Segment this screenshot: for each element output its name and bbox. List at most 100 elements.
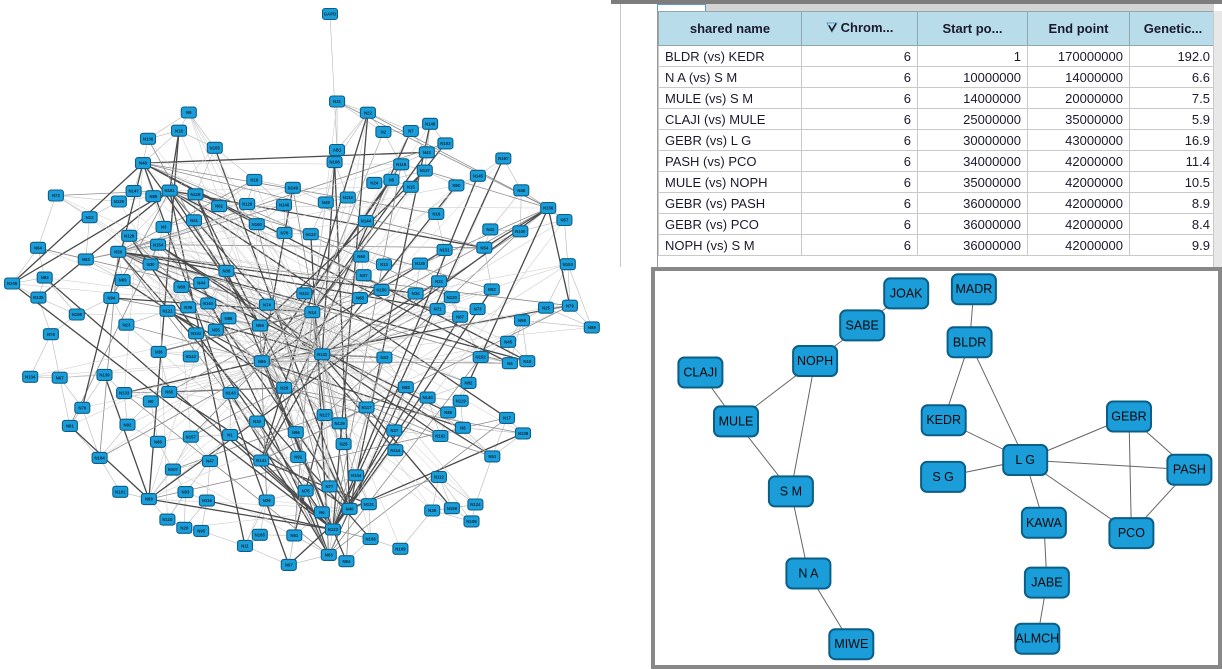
svg-text:N43: N43 — [423, 150, 431, 155]
svg-text:N149: N149 — [288, 185, 299, 190]
svg-text:N5: N5 — [389, 177, 395, 182]
svg-text:N155: N155 — [210, 145, 221, 150]
svg-text:N15: N15 — [407, 184, 415, 189]
svg-text:N72: N72 — [52, 193, 60, 198]
svg-text:N56: N56 — [256, 323, 264, 328]
svg-text:N64: N64 — [34, 245, 42, 250]
svg-text:N101: N101 — [115, 489, 126, 494]
svg-text:N108: N108 — [466, 519, 477, 524]
svg-text:PASH: PASH — [1173, 463, 1206, 477]
svg-text:N94: N94 — [107, 296, 115, 301]
svg-text:N62: N62 — [215, 204, 223, 209]
svg-text:N74: N74 — [263, 302, 271, 307]
svg-text:N82: N82 — [465, 381, 473, 386]
svg-text:N144: N144 — [361, 219, 372, 224]
svg-text:N41: N41 — [190, 218, 198, 223]
svg-text:N40: N40 — [346, 507, 354, 512]
svg-text:N160: N160 — [252, 222, 263, 227]
svg-text:N123: N123 — [328, 527, 339, 532]
svg-text:N151: N151 — [439, 248, 450, 253]
svg-text:N99: N99 — [145, 497, 153, 502]
svg-text:N140: N140 — [422, 395, 433, 400]
svg-text:N167: N167 — [498, 156, 509, 161]
svg-text:N6: N6 — [319, 510, 325, 515]
svg-text:N48: N48 — [139, 161, 147, 166]
svg-text:N73: N73 — [474, 307, 482, 312]
svg-text:N159: N159 — [447, 506, 458, 511]
svg-text:N115: N115 — [396, 162, 407, 167]
svg-text:N63: N63 — [325, 553, 333, 558]
svg-text:N147: N147 — [128, 189, 139, 194]
svg-text:N20: N20 — [180, 525, 188, 530]
svg-text:N13: N13 — [380, 262, 388, 267]
svg-text:N166: N166 — [365, 537, 376, 542]
svg-text:N120: N120 — [447, 295, 458, 300]
svg-text:N80: N80 — [444, 410, 452, 415]
svg-text:N112: N112 — [434, 475, 445, 480]
svg-text:KAWA: KAWA — [1026, 516, 1063, 530]
svg-text:N164: N164 — [94, 456, 105, 461]
svg-text:N87: N87 — [456, 314, 464, 319]
svg-text:N32: N32 — [253, 419, 261, 424]
svg-text:N75: N75 — [302, 488, 310, 493]
svg-text:N38: N38 — [222, 269, 230, 274]
svg-text:N76: N76 — [281, 231, 289, 236]
svg-text:N58: N58 — [402, 385, 410, 390]
svg-text:N26: N26 — [280, 385, 288, 390]
svg-text:N1: N1 — [227, 433, 233, 438]
svg-text:N2: N2 — [381, 130, 387, 135]
svg-text:GAPD: GAPD — [324, 12, 336, 17]
svg-text:N85: N85 — [149, 194, 157, 199]
svg-text:N57: N57 — [560, 218, 568, 223]
svg-text:N156: N156 — [543, 206, 554, 211]
svg-text:N129: N129 — [334, 421, 345, 426]
svg-text:N130: N130 — [415, 261, 426, 266]
svg-text:N134: N134 — [25, 374, 36, 379]
svg-text:N66: N66 — [258, 359, 266, 364]
svg-text:N161: N161 — [165, 188, 176, 193]
svg-text:N113: N113 — [343, 195, 354, 200]
svg-text:BLDR: BLDR — [953, 335, 986, 349]
svg-text:N42: N42 — [486, 227, 494, 232]
svg-text:N44: N44 — [197, 281, 205, 286]
svg-text:N133: N133 — [119, 391, 130, 396]
svg-text:MULE: MULE — [719, 414, 754, 428]
svg-text:N29: N29 — [263, 498, 271, 503]
svg-text:KEDR: KEDR — [926, 413, 961, 427]
svg-text:N61: N61 — [290, 533, 298, 538]
svg-text:N16: N16 — [432, 212, 440, 217]
svg-text:N34: N34 — [412, 291, 420, 296]
svg-text:N95: N95 — [197, 529, 205, 534]
svg-text:N7: N7 — [408, 129, 414, 134]
svg-text:S M: S M — [780, 484, 802, 498]
svg-text:N106: N106 — [329, 160, 340, 165]
svg-text:N77: N77 — [326, 484, 334, 489]
svg-text:N27: N27 — [390, 428, 398, 433]
svg-text:N12: N12 — [86, 215, 94, 220]
svg-text:N114: N114 — [390, 448, 401, 453]
svg-text:N158: N158 — [72, 312, 83, 317]
svg-text:N83: N83 — [41, 275, 49, 280]
svg-text:N88: N88 — [225, 316, 233, 321]
svg-text:N4: N4 — [507, 361, 513, 366]
svg-text:N39: N39 — [184, 305, 192, 310]
svg-text:N102: N102 — [191, 331, 202, 336]
svg-text:N24: N24 — [370, 181, 378, 186]
svg-text:N162: N162 — [435, 434, 446, 439]
svg-text:N150: N150 — [376, 288, 387, 293]
svg-text:N37: N37 — [360, 273, 368, 278]
svg-text:N116: N116 — [202, 498, 213, 503]
svg-text:N148: N148 — [425, 121, 436, 126]
svg-text:N51: N51 — [488, 454, 496, 459]
svg-text:NOPH: NOPH — [797, 354, 833, 368]
svg-text:N111: N111 — [299, 291, 309, 296]
svg-text:S G: S G — [932, 470, 954, 484]
svg-text:N31: N31 — [333, 99, 341, 104]
svg-text:N131: N131 — [364, 502, 375, 507]
svg-text:N81: N81 — [66, 424, 74, 429]
svg-text:N104: N104 — [351, 473, 362, 478]
svg-text:N96: N96 — [292, 430, 300, 435]
svg-text:N93: N93 — [182, 490, 190, 495]
svg-text:N119: N119 — [456, 398, 467, 403]
svg-text:N71: N71 — [434, 307, 442, 312]
